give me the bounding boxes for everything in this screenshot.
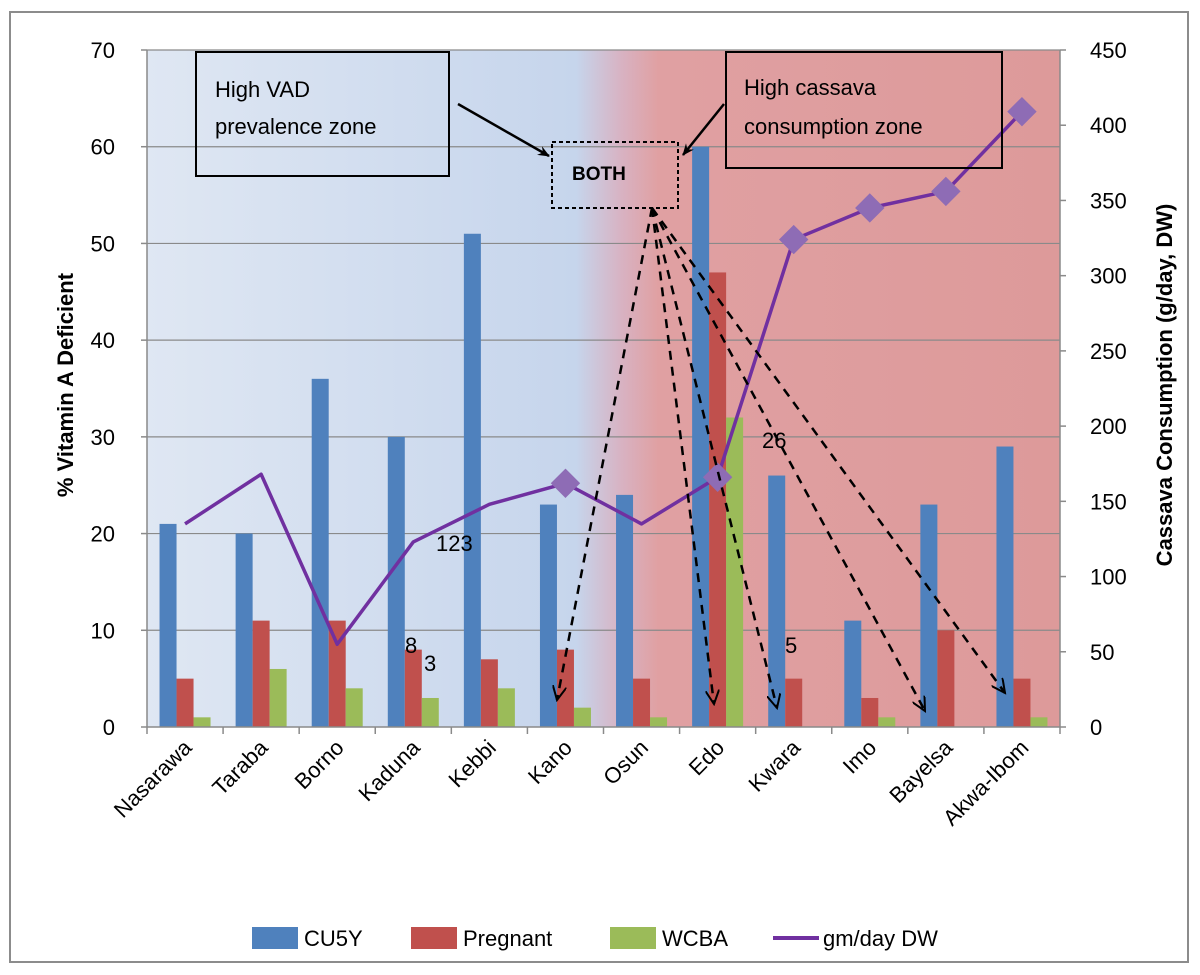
line-marker-edo (702, 462, 733, 492)
y2-tick-label: 0 (1090, 715, 1102, 740)
bar-wcba-edo (726, 417, 744, 727)
line-marker-akwa-ibom (1007, 96, 1037, 127)
y-tick-label: 10 (91, 618, 115, 643)
y-axis-title: % Vitamin A Deficient (53, 272, 78, 497)
bar-cu5y-kebbi (463, 233, 481, 727)
cassava-zone-box (725, 51, 1003, 169)
y-tick-label: 0 (103, 715, 115, 740)
data-label-5: 5 (785, 633, 797, 658)
bar-wcba-osun (650, 717, 668, 727)
y2-tick-label: 450 (1090, 38, 1127, 63)
data-label-123: 123 (436, 531, 473, 556)
arrow-vad-to-both (457, 102, 550, 158)
bar-wcba-kano (573, 707, 591, 727)
legend-swatch-wcba (610, 927, 656, 949)
y-tick-label: 70 (91, 38, 115, 63)
legend-label-pregnant: Pregnant (463, 926, 552, 951)
line-marker-imo (855, 193, 885, 223)
gridlines (147, 49, 1060, 631)
both-box (551, 141, 679, 209)
y2-tick-label: 350 (1090, 188, 1127, 213)
bar-cu5y-kwara (768, 475, 786, 727)
line-marker-kano (550, 468, 581, 498)
bar-wcba-borno (345, 688, 363, 727)
vad-zone-line-2: prevalence zone (215, 114, 376, 139)
vad-zone-box (195, 51, 450, 177)
y2-tick-label: 50 (1090, 640, 1114, 665)
bar-wcba-akwa-ibom (1030, 717, 1048, 727)
bar-wcba-imo (878, 717, 896, 727)
bar-cu5y-kano (539, 504, 557, 727)
y-tick-label: 40 (91, 328, 115, 353)
data-label-26: 26 (762, 428, 786, 453)
dashed-arrow-kano (557, 207, 654, 700)
dashed-arrows (557, 207, 1005, 711)
y2-axis-title: Cassava Consumption (g/day, DW) (1152, 204, 1177, 567)
both-label: BOTH (572, 164, 626, 185)
y2-tick-label: 300 (1090, 264, 1127, 289)
vad-zone-annotation: High VAD prevalence zone (195, 51, 450, 177)
bar-wcba-kebbi (497, 688, 515, 727)
cassava-zone-line-2: consumption zone (744, 114, 923, 139)
legend-label-gm-day-dw: gm/day DW (823, 926, 938, 951)
line-marker-kwara (779, 224, 809, 255)
bar-cu5y-kaduna (387, 436, 405, 727)
bar-pregnant-edo (709, 272, 727, 727)
y2-tick-label: 100 (1090, 565, 1127, 590)
bar-cu5y-bayelsa (920, 504, 938, 727)
bar-cu5y-borno (311, 378, 329, 727)
bar-cu5y-nasarawa (159, 523, 177, 727)
bar-cu5y-osun (616, 494, 634, 727)
plot-area-background (147, 50, 1060, 727)
bar-pregnant-kano (556, 649, 574, 727)
y2-tick-label: 250 (1090, 339, 1127, 364)
arrow-cassava-to-both (682, 103, 725, 156)
bar-series (159, 146, 1048, 727)
bar-wcba-taraba (269, 668, 287, 727)
bar-wcba-nasarawa (193, 717, 211, 727)
legend-label-wcba: WCBA (662, 926, 728, 951)
y2-tick-label: 200 (1090, 414, 1127, 439)
bar-pregnant-imo (861, 697, 879, 727)
y-tick-label: 60 (91, 135, 115, 160)
bar-pregnant-bayelsa (937, 630, 955, 727)
both-annotation: BOTH (551, 141, 679, 209)
bar-pregnant-kebbi (480, 659, 498, 727)
bar-cu5y-edo (692, 146, 710, 727)
data-label-3: 3 (424, 651, 436, 676)
dashed-arrow-akwa-ibom (650, 207, 1005, 693)
bar-pregnant-kaduna (404, 649, 422, 727)
dashed-arrow-kwara (650, 207, 777, 708)
legend-label-cu5y: CU5Y (304, 926, 363, 951)
bar-pregnant-taraba (252, 620, 270, 727)
bar-pregnant-akwa-ibom (1013, 678, 1031, 727)
y-tick-label: 30 (91, 425, 115, 450)
bar-cu5y-taraba (235, 533, 253, 727)
bar-pregnant-nasarawa (176, 678, 194, 727)
cassava-zone-line-1: High cassava (744, 75, 877, 100)
bar-pregnant-borno (328, 620, 346, 727)
y-tick-label: 20 (91, 522, 115, 547)
y2-tick-label: 150 (1090, 489, 1127, 514)
bar-cu5y-akwa-ibom (996, 446, 1014, 727)
vad-zone-line-1: High VAD (215, 77, 310, 102)
cassava-zone-annotation: High cassava consumption zone (725, 51, 1003, 169)
bar-pregnant-kwara (785, 678, 803, 727)
legend-swatch-pregnant (411, 927, 457, 949)
bar-cu5y-imo (844, 620, 862, 727)
line-gm-day-dw (184, 110, 1024, 647)
legend: CU5Y Pregnant WCBA gm/day DW (252, 926, 938, 951)
data-label-8: 8 (405, 633, 417, 658)
line-series (184, 96, 1037, 647)
bar-wcba-kaduna (421, 697, 439, 727)
y2-tick-label: 400 (1090, 113, 1127, 138)
bar-pregnant-osun (633, 678, 651, 727)
dashed-arrow-edo (650, 207, 714, 704)
line-marker-bayelsa (931, 176, 961, 207)
y-tick-label: 50 (91, 231, 115, 256)
legend-swatch-cu5y (252, 927, 298, 949)
